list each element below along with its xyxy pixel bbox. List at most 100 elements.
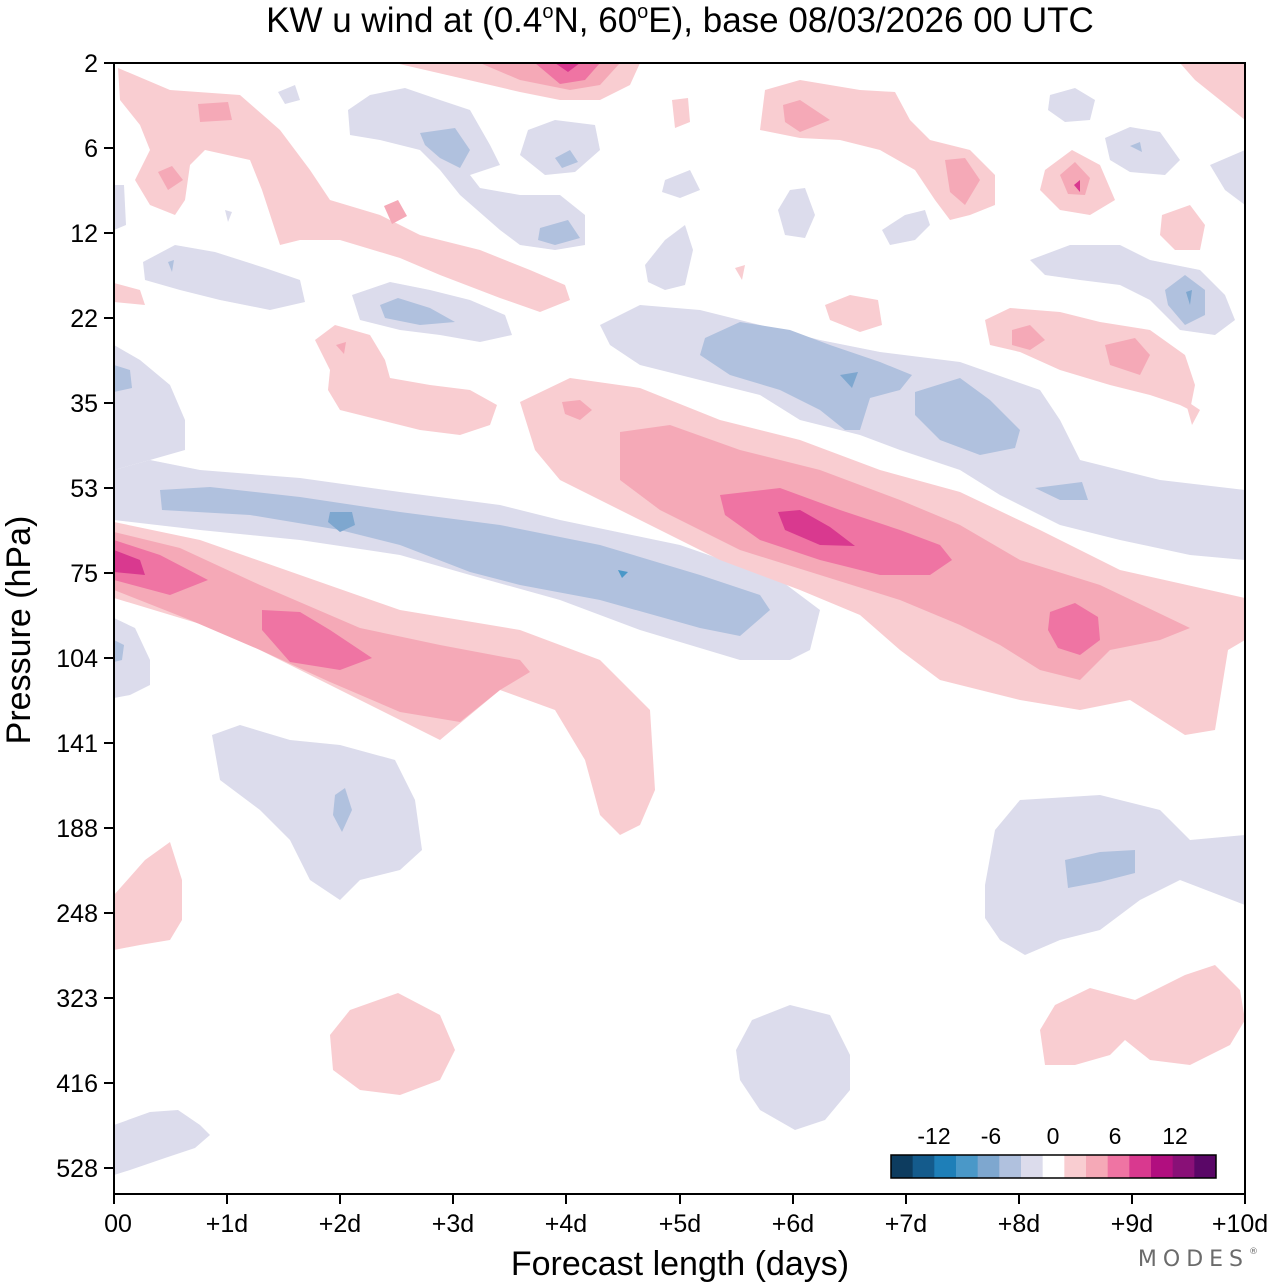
- contour-neg-far-right-8: [1210, 150, 1245, 205]
- x-axis-label: Forecast length (days): [511, 1245, 849, 1283]
- contour-neg-left-35: [114, 345, 185, 470]
- contour-pos-top-left-core2: [158, 166, 183, 190]
- x-tick-9: +9d: [1111, 1194, 1153, 1238]
- y-tick-label: 188: [56, 815, 98, 843]
- contour-neg-left-104-core: [114, 640, 124, 662]
- contour-neg-22-left-core: [380, 298, 455, 325]
- colorbar-cell: [1151, 1155, 1174, 1178]
- contour-pos-22-right-core2: [1105, 338, 1150, 375]
- contour-pos-band-lower-strong: [114, 540, 208, 595]
- contour-pos-top-right-core2: [945, 158, 980, 205]
- contour-field: [114, 63, 1245, 1175]
- contour-pos-top-right-core: [783, 100, 830, 132]
- colorbar-cell: [956, 1155, 979, 1178]
- contour-neg-left-12: [114, 185, 126, 230]
- contour-neg-band-upper-mid2: [915, 378, 1020, 455]
- contour-pos-top-left-core: [198, 102, 232, 122]
- contour-neg-top-center2-core: [555, 150, 578, 168]
- contour-pos-top-left: [118, 68, 570, 312]
- colorbar-label: 6: [1109, 1123, 1122, 1149]
- y-axis: 2 6 12 22 35 53 75 104 141 188 248 323 4…: [56, 50, 114, 1183]
- x-tick-label: +2d: [319, 1210, 361, 1238]
- colorbar-cell: [999, 1155, 1022, 1178]
- contour-pos-right-12b: [1160, 205, 1205, 250]
- colorbar-cell: [912, 1155, 935, 1178]
- contour-pos-top-center-core: [535, 63, 600, 84]
- contour-pos-lower-right-360: [1040, 965, 1245, 1065]
- chart-title: KW u wind at (0.4oN, 60oE), base 08/03/2…: [266, 1, 1094, 40]
- x-tick-label: +5d: [659, 1210, 701, 1238]
- colorbar-cell: [1129, 1155, 1152, 1178]
- contour-neg-left-10-dot: [225, 210, 232, 222]
- x-tick-3: +3d: [432, 1194, 474, 1238]
- x-tick-label: +3d: [432, 1210, 474, 1238]
- contour-neg-small-6: [662, 170, 700, 198]
- contour-neg-top-center: [348, 88, 585, 250]
- x-tick-5: +5d: [659, 1194, 701, 1238]
- contour-neg-band-lower-core: [328, 512, 355, 532]
- contour-neg-lower-141: [212, 725, 422, 900]
- x-tick-label: +10d: [1212, 1210, 1268, 1238]
- x-tick-label: +8d: [998, 1210, 1040, 1238]
- contour-neg-right-16-peak: [1186, 290, 1192, 305]
- y-tick-label: 22: [70, 305, 98, 333]
- y-tick-label: 141: [56, 730, 98, 758]
- y-tick-5: 53: [70, 475, 114, 503]
- colorbar-cell: [1086, 1155, 1109, 1178]
- x-tick-1: +1d: [206, 1194, 248, 1238]
- x-tick-label: +1d: [206, 1210, 248, 1238]
- colorbar-cell: [1194, 1155, 1217, 1178]
- colorbar-cell: [934, 1155, 957, 1178]
- contour-neg-left-16: [143, 245, 305, 310]
- y-tick-label: 323: [56, 985, 98, 1013]
- contour-neg-band-lower-mid: [160, 487, 770, 636]
- contour-neg-lower-141-core: [333, 788, 352, 832]
- colorbar-cell: [1064, 1155, 1087, 1178]
- contour-neg-right-6: [1105, 127, 1180, 175]
- x-tick-2: +2d: [319, 1194, 361, 1238]
- y-tick-2: 12: [70, 220, 114, 248]
- contour-pos-22-right-core: [1012, 325, 1045, 350]
- colorbar-label: 12: [1162, 1123, 1188, 1149]
- y-tick-6: 75: [70, 560, 114, 588]
- x-tick-label: +6d: [772, 1210, 814, 1238]
- colorbar-frame: [890, 1154, 1217, 1179]
- y-tick-label: 6: [84, 135, 98, 163]
- contour-pos-35-left: [315, 325, 497, 435]
- x-tick-0: 00: [104, 1194, 132, 1238]
- contour-neg-band-lower-dot: [618, 570, 628, 578]
- y-tick-10: 248: [56, 900, 114, 928]
- y-tick-label: 528: [56, 1155, 98, 1183]
- x-tick-label: 00: [104, 1210, 132, 1238]
- y-tick-label: 12: [70, 220, 98, 248]
- contour-pos-right-12-core: [1060, 162, 1090, 195]
- x-tick-label: +4d: [545, 1210, 587, 1238]
- y-tick-8: 141: [56, 730, 114, 758]
- contour-neg-top-center2: [520, 120, 600, 175]
- contour-pos-far-right-35: [1185, 400, 1200, 425]
- contour-pos-band-upper-strong2: [1048, 603, 1100, 655]
- contour-neg-12-right: [882, 210, 930, 245]
- x-tick-label: +9d: [1111, 1210, 1153, 1238]
- contour-pos-band-upper-peak: [778, 510, 855, 546]
- y-tick-label: 248: [56, 900, 98, 928]
- contour-neg-top-center-core2: [538, 220, 580, 245]
- x-tick-10: +10d: [1212, 1194, 1268, 1238]
- contour-neg-14: [645, 225, 693, 290]
- contour-pos-band-upper-strong: [720, 488, 952, 575]
- contour-neg-top-center-core: [420, 128, 470, 168]
- contour-pos-band-lower-strong2: [262, 610, 372, 670]
- y-tick-7: 104: [56, 645, 114, 673]
- contour-neg-lower-left-528: [114, 1110, 210, 1175]
- y-tick-label: 416: [56, 1070, 98, 1098]
- x-tick-7: +7d: [885, 1194, 927, 1238]
- contour-pos-top-small: [672, 98, 690, 128]
- contour-neg-lower-right-188-core: [1065, 850, 1135, 888]
- contour-neg-lower-center-400: [736, 1005, 850, 1130]
- contour-pos-lower-left-248: [114, 842, 182, 950]
- contour-pos-top-center-peak: [555, 63, 580, 72]
- contour-pos-small-35: [562, 400, 592, 420]
- brand-logo: MODES®: [1137, 1247, 1258, 1272]
- contour-pos-22-center: [825, 295, 882, 332]
